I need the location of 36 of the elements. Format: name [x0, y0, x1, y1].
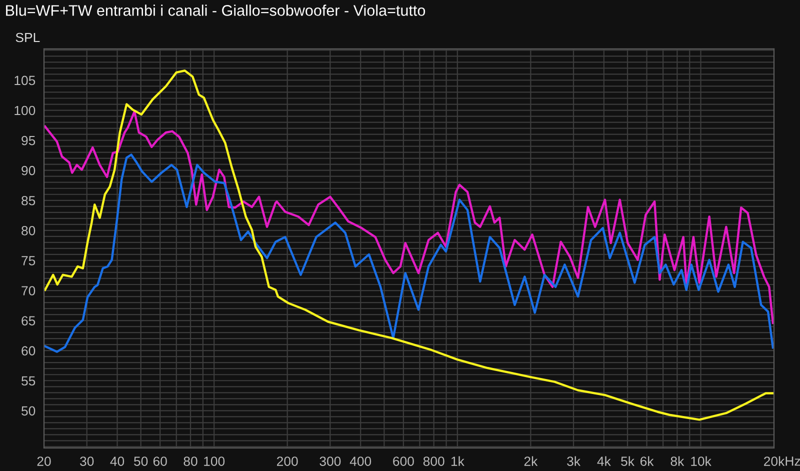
x-tick-label: 600 — [393, 456, 414, 466]
y-tick-label: 100 — [14, 106, 36, 116]
y-tick-label: 80 — [22, 226, 36, 236]
x-tick-label: 80 — [184, 456, 198, 466]
y-tick-label: 55 — [22, 376, 36, 386]
x-tick-label: 4k — [597, 456, 611, 466]
x-tick-label: 800 — [423, 456, 444, 466]
y-tick-label: 70 — [22, 286, 36, 296]
x-tick-label: 30 — [80, 456, 94, 466]
y-tick-label: 65 — [22, 316, 36, 326]
x-tick-label: 10k — [691, 456, 712, 466]
y-tick-label: 75 — [22, 256, 36, 266]
x-tick-label: 1k — [451, 456, 464, 466]
x-tick-label: 60 — [153, 456, 167, 466]
x-tick-label: 20k — [764, 456, 785, 466]
y-tick-label: 95 — [22, 136, 36, 146]
x-tick-label: 40 — [110, 456, 124, 466]
x-tick-label: 300 — [320, 456, 341, 466]
x-tick-label: 100 — [204, 456, 225, 466]
x-tick-label: 50 — [134, 456, 148, 466]
x-tick-label: 3k — [567, 456, 580, 466]
x-tick-label: 8k — [670, 456, 684, 466]
x-tick-label: 5k — [621, 456, 634, 466]
y-tick-label: 60 — [22, 346, 36, 356]
y-tick-label: 85 — [22, 196, 36, 206]
y-tick-label: 50 — [22, 406, 36, 416]
x-tick-label: 2k — [524, 456, 538, 466]
chart-title: Blu=WF+TW entrambi i canali - Giallo=sobwoofer - Viola=tutto — [6, 4, 426, 16]
y-tick-label: 105 — [14, 76, 36, 86]
x-tick-label: 200 — [276, 456, 298, 466]
x-axis-title: Hz — [786, 456, 800, 466]
y-tick-label: 90 — [22, 166, 36, 176]
y-axis-title: SPL — [16, 32, 40, 42]
x-tick-label: 6k — [640, 456, 654, 466]
x-tick-label: 400 — [350, 456, 372, 466]
x-tick-label: 20 — [37, 456, 51, 466]
